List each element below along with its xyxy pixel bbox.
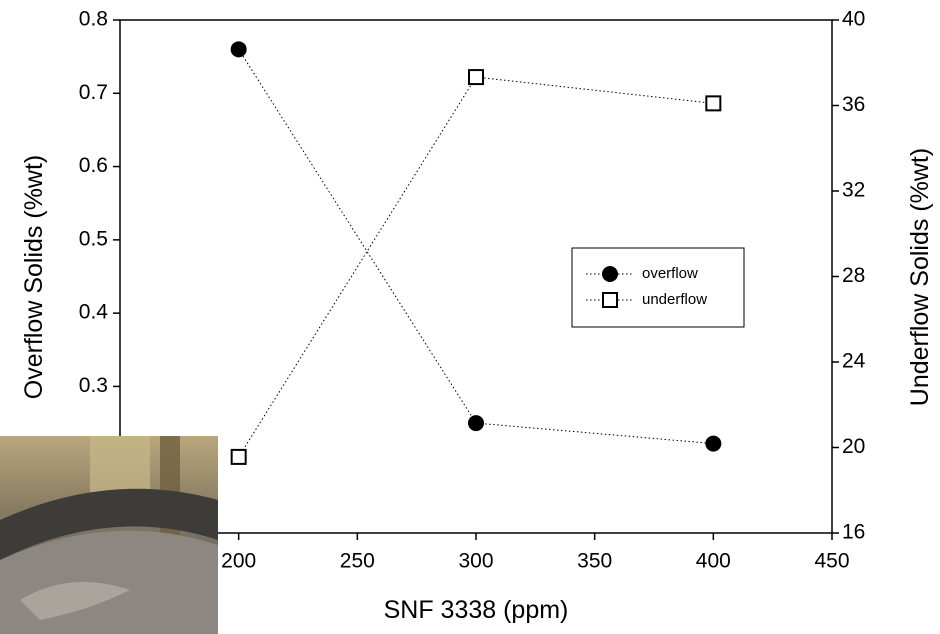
point	[230, 41, 247, 58]
y2-tick-label: 20	[842, 435, 865, 458]
y2-tick-label: 40	[842, 8, 865, 31]
x-tick-label: 200	[221, 550, 256, 573]
y-tick-label: 0.4	[79, 301, 109, 324]
plot-area: 200 250 300 350 400 450 0.3 0.4 0.5 0.6 0.7 0.8 16 20…	[79, 8, 866, 573]
y-tick-label: 0.5	[79, 227, 108, 250]
y2-axis-title: Underflow Solids (%wt)	[906, 148, 934, 406]
legend-marker	[602, 292, 618, 308]
legend-marker	[602, 266, 618, 282]
x-tick-label: 250	[340, 550, 375, 573]
legend-label: overflow	[642, 265, 698, 282]
legend-label: underflow	[642, 291, 707, 308]
y2-tick-label: 36	[842, 93, 865, 116]
photo-inset	[0, 436, 218, 634]
x-tick-label: 300	[458, 550, 493, 573]
x-tick-label: 350	[577, 550, 612, 573]
point	[705, 435, 722, 452]
y2-tick-label: 28	[842, 264, 865, 287]
x-tick-label: 450	[814, 550, 849, 573]
y-tick-label: 0.6	[79, 154, 108, 177]
point	[230, 448, 247, 465]
point	[468, 415, 484, 432]
y-tick-label: 0.8	[79, 8, 108, 31]
y2-tick-label: 16	[842, 521, 865, 544]
x-tick-label: 400	[696, 550, 731, 573]
series-line	[238, 76, 714, 458]
y2-tick-label: 32	[842, 179, 865, 202]
y-tick-label: 0.3	[79, 374, 108, 397]
series-line	[238, 49, 714, 445]
y2-tick-label: 24	[842, 350, 866, 373]
x-axis-title: SNF 3338 (ppm)	[384, 596, 569, 624]
y-tick-label: 0.7	[79, 81, 108, 104]
legend-box	[571, 247, 745, 328]
y-axis-title: Overflow Solids (%wt)	[20, 155, 48, 400]
point	[468, 69, 484, 86]
point	[705, 95, 722, 112]
